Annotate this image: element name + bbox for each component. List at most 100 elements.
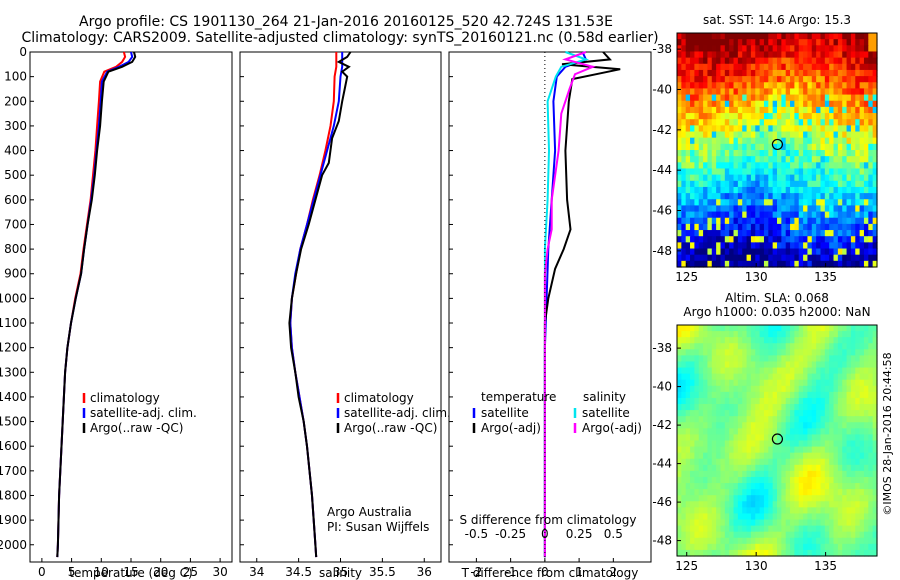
heatmap-cell bbox=[868, 470, 874, 478]
heatmap-cell bbox=[863, 385, 869, 393]
heatmap-cell bbox=[733, 513, 739, 521]
heatmap-cell bbox=[685, 470, 691, 478]
salinity-panel: 34 34.5 35 35.5 36salinityclimatologysatelli… bbox=[239, 51, 451, 580]
heatmap-cell bbox=[781, 260, 787, 268]
heatmap-cell bbox=[863, 76, 869, 83]
heatmap-cell bbox=[737, 180, 743, 188]
heatmap-cell bbox=[768, 33, 774, 40]
heatmap-cell bbox=[798, 168, 804, 176]
heatmap-cell bbox=[859, 168, 865, 176]
heatmap-cell bbox=[807, 519, 813, 527]
heatmap-cell bbox=[781, 236, 787, 243]
heatmap-cell bbox=[807, 470, 813, 478]
heatmap-cell bbox=[746, 385, 752, 393]
heatmap-cell bbox=[794, 489, 800, 496]
heatmap-cell bbox=[729, 531, 735, 539]
heatmap-cell bbox=[759, 100, 765, 108]
heatmap-cell bbox=[724, 100, 730, 108]
heatmap-cell bbox=[724, 82, 730, 90]
heatmap-cell bbox=[863, 156, 869, 163]
heatmap-cell bbox=[746, 180, 752, 188]
heatmap-cell bbox=[781, 355, 787, 363]
heatmap-cell bbox=[685, 428, 691, 436]
heatmap-cell bbox=[837, 39, 843, 46]
heatmap-cell bbox=[837, 507, 843, 515]
heatmap-cell bbox=[868, 205, 874, 213]
heatmap-cell bbox=[677, 513, 682, 521]
heatmap-cell bbox=[829, 434, 835, 442]
heatmap-cell bbox=[685, 549, 691, 557]
heatmap-cell bbox=[863, 513, 869, 521]
heatmap-cell bbox=[737, 113, 743, 120]
heatmap-cell bbox=[707, 483, 713, 490]
heatmap-cell bbox=[850, 428, 856, 436]
heatmap-cell bbox=[690, 470, 695, 478]
heatmap-cell bbox=[685, 69, 691, 77]
legend-label: satellite-adj. clim. bbox=[344, 406, 451, 420]
heatmap-cell bbox=[872, 483, 878, 490]
heatmap-cell bbox=[772, 100, 778, 108]
heatmap-cell bbox=[703, 106, 709, 114]
heatmap-cell bbox=[829, 543, 835, 551]
heatmap-cell bbox=[820, 452, 826, 460]
heatmap-cell bbox=[724, 495, 730, 502]
heatmap-cell bbox=[763, 82, 769, 90]
heatmap-cell bbox=[763, 404, 769, 411]
heatmap-cell bbox=[694, 440, 700, 448]
heatmap-cell bbox=[820, 45, 826, 53]
heatmap-cell bbox=[833, 440, 839, 448]
heatmap-cell bbox=[781, 489, 787, 496]
heatmap-cell bbox=[768, 51, 774, 59]
heatmap-cell bbox=[833, 391, 839, 399]
heatmap-cell bbox=[742, 489, 748, 496]
heatmap-cell bbox=[750, 452, 756, 460]
heatmap-cell bbox=[742, 69, 748, 77]
heatmap-cell bbox=[750, 168, 756, 176]
heatmap-cell bbox=[863, 162, 869, 170]
heatmap-cell bbox=[729, 537, 735, 545]
heatmap-cell bbox=[790, 248, 795, 256]
heatmap-cell bbox=[850, 33, 856, 40]
heatmap-cell bbox=[759, 193, 765, 200]
heatmap-cell bbox=[850, 45, 856, 53]
heatmap-cell bbox=[842, 446, 848, 454]
heatmap-cell bbox=[811, 242, 817, 250]
heatmap-cell bbox=[777, 33, 782, 40]
heatmap-cell bbox=[746, 199, 752, 207]
heatmap-cell bbox=[794, 211, 800, 219]
heatmap-cell bbox=[833, 525, 839, 533]
heatmap-cell bbox=[685, 82, 691, 90]
heatmap-cell bbox=[872, 361, 878, 369]
heatmap-cell bbox=[724, 349, 730, 356]
plot-frame bbox=[448, 51, 652, 563]
heatmap-cell bbox=[842, 537, 848, 545]
heatmap-cell bbox=[703, 125, 709, 133]
heatmap-cell bbox=[820, 137, 826, 145]
heatmap-cell bbox=[868, 33, 874, 40]
heatmap-cell bbox=[790, 113, 795, 120]
heatmap-cell bbox=[711, 385, 717, 393]
y-tick-label: 1300 bbox=[0, 365, 27, 379]
heatmap-cell bbox=[777, 205, 782, 213]
heatmap-cell bbox=[720, 440, 726, 448]
heatmap-cell bbox=[781, 428, 787, 436]
heatmap-cell bbox=[855, 397, 861, 405]
heatmap-cell bbox=[803, 452, 809, 460]
heatmap-cell bbox=[855, 100, 861, 108]
heatmap-cell bbox=[837, 397, 843, 405]
heatmap-cell bbox=[768, 174, 774, 182]
heatmap-cell bbox=[790, 397, 795, 405]
heatmap-cell bbox=[850, 205, 856, 213]
heatmap-cell bbox=[816, 440, 822, 448]
heatmap-cell bbox=[746, 446, 752, 454]
heatmap-cell bbox=[685, 440, 691, 448]
heatmap-cell bbox=[790, 125, 795, 133]
heatmap-cell bbox=[724, 69, 730, 77]
heatmap-cell bbox=[807, 33, 813, 40]
heatmap-cell bbox=[698, 397, 704, 405]
heatmap-cell bbox=[790, 33, 795, 40]
heatmap-cell bbox=[759, 416, 765, 423]
heatmap-cell bbox=[798, 205, 804, 213]
heatmap-cell bbox=[846, 143, 852, 151]
heatmap-cell bbox=[872, 193, 878, 200]
